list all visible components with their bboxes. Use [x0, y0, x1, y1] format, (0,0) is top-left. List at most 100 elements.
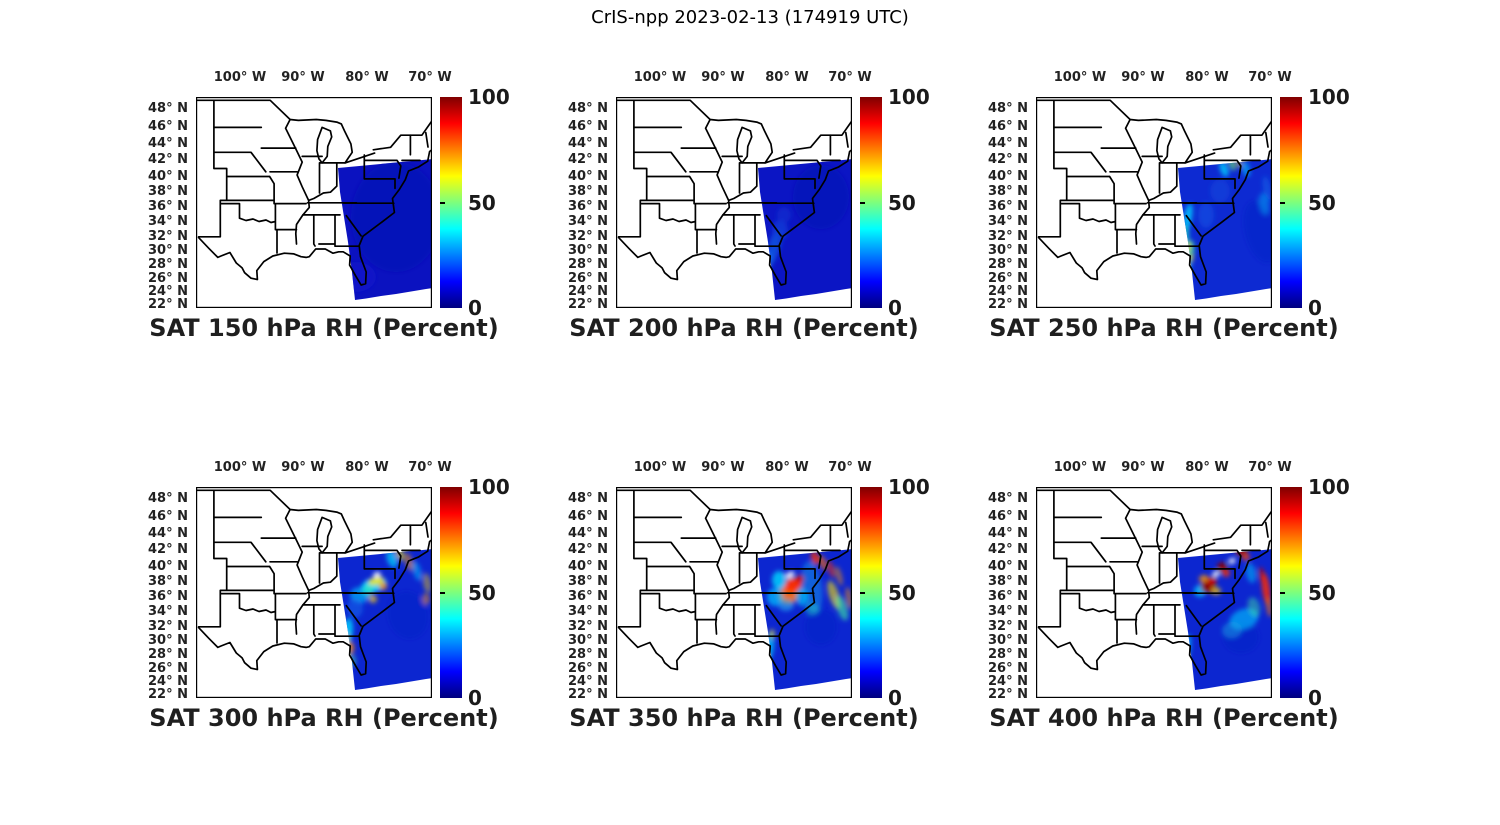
colorbar-tick-label: 0	[1308, 686, 1322, 710]
lat-tick-label: 36° N	[148, 199, 188, 215]
lat-tick-label: 26° N	[148, 270, 188, 286]
colorbar-tick-label: 50	[468, 580, 496, 605]
lat-tick-label: 44° N	[148, 135, 188, 151]
lon-tick-label: 70° W	[828, 70, 872, 85]
panel-caption: SAT 300 hPa RH (Percent)	[149, 704, 499, 732]
lat-tick-label: 26° N	[568, 660, 608, 676]
lat-tick-label: 44° N	[988, 135, 1028, 151]
map-plot	[1036, 487, 1272, 698]
colorbar-tick-label: 0	[1308, 296, 1322, 320]
lat-tick-label: 26° N	[988, 270, 1028, 286]
colorbar-tick	[440, 201, 445, 204]
colorbar-tick	[1280, 201, 1285, 204]
colorbar-tick-label: 50	[468, 190, 496, 215]
lat-tick-label: 30° N	[568, 633, 608, 649]
lat-tick-label: 26° N	[148, 660, 188, 676]
state-borders	[1036, 489, 1272, 676]
colorbar-tick-label: 50	[1308, 580, 1336, 605]
map-plot	[616, 487, 852, 698]
lon-tick-label: 90° W	[1121, 70, 1165, 85]
map-plot	[196, 97, 432, 308]
lat-tick-label: 28° N	[988, 257, 1028, 273]
lat-tick-label: 22° N	[148, 297, 188, 313]
lat-tick-label: 36° N	[988, 589, 1028, 605]
panel-caption: SAT 400 hPa RH (Percent)	[989, 704, 1339, 732]
lon-tick-label: 90° W	[281, 460, 325, 475]
lon-tick-label: 90° W	[701, 460, 745, 475]
lat-tick-label: 34° N	[568, 604, 608, 620]
figure-title: CrIS-npp 2023-02-13 (174919 UTC)	[591, 7, 909, 28]
lat-tick-label: 48° N	[568, 100, 608, 116]
lat-tick-label: 32° N	[568, 618, 608, 634]
lon-tick-label: 90° W	[701, 70, 745, 85]
lat-tick-label: 28° N	[148, 647, 188, 663]
colorbar-tick-label: 100	[468, 85, 510, 109]
lat-tick-label: 46° N	[568, 118, 608, 134]
lat-tick-label: 30° N	[568, 243, 608, 259]
colorbar-tick	[860, 201, 865, 204]
lat-tick-label: 38° N	[988, 574, 1028, 590]
lat-tick-label: 46° N	[568, 508, 608, 524]
lat-tick-label: 40° N	[988, 168, 1028, 184]
lat-tick-label: 40° N	[988, 558, 1028, 574]
lat-tick-label: 46° N	[988, 508, 1028, 524]
colorbar-tick-label: 100	[888, 475, 930, 499]
lat-tick-label: 42° N	[988, 152, 1028, 168]
map-plot	[1036, 97, 1272, 308]
lat-tick-label: 30° N	[988, 633, 1028, 649]
satellite-swath	[338, 549, 432, 690]
colorbar	[1280, 97, 1302, 308]
satellite-swath	[1178, 549, 1272, 690]
map-panel-300hpa: 100° W 90° W 80° W 70° W 48° N 46° N 44° N 42° …	[136, 452, 536, 752]
lon-tick-label: 90° W	[281, 70, 325, 85]
lat-tick-label: 40° N	[148, 168, 188, 184]
lat-tick-label: 30° N	[988, 243, 1028, 259]
map-frame	[196, 97, 432, 308]
colorbar-tick-label: 50	[888, 580, 916, 605]
panel-caption: SAT 200 hPa RH (Percent)	[569, 314, 919, 342]
lat-tick-label: 22° N	[568, 297, 608, 313]
lat-tick-label: 24° N	[988, 284, 1028, 300]
lon-tick-label: 80° W	[1185, 70, 1229, 85]
colorbar-tick	[860, 591, 865, 594]
colorbar-tick-label: 0	[888, 296, 902, 320]
lat-tick-label: 32° N	[568, 228, 608, 244]
lon-tick-label: 80° W	[765, 460, 809, 475]
lat-tick-label: 28° N	[148, 257, 188, 273]
lat-tick-label: 24° N	[148, 284, 188, 300]
lat-tick-label: 46° N	[148, 118, 188, 134]
colorbar-tick-label: 100	[1308, 475, 1350, 499]
map-panel-350hpa: 100° W 90° W 80° W 70° W 48° N 46° N 44° N 42° …	[556, 452, 956, 752]
lon-tick-label: 100° W	[633, 460, 687, 475]
lat-tick-label: 38° N	[568, 574, 608, 590]
lat-tick-label: 44° N	[148, 525, 188, 541]
map-frame	[1036, 487, 1272, 698]
lat-tick-label: 48° N	[148, 100, 188, 116]
colorbar	[1280, 487, 1302, 698]
lat-tick-label: 24° N	[568, 674, 608, 690]
state-borders	[1036, 99, 1272, 286]
lat-tick-label: 48° N	[148, 490, 188, 506]
map-panel-150hpa: 100° W 90° W 80° W 70° W 48° N 46° N 44° N 42° …	[136, 62, 536, 362]
map-frame	[616, 487, 852, 698]
lon-tick-label: 70° W	[408, 460, 452, 475]
lat-tick-label: 22° N	[148, 687, 188, 703]
lon-tick-label: 80° W	[1185, 460, 1229, 475]
lon-tick-label: 70° W	[408, 70, 452, 85]
map-plot	[616, 97, 852, 308]
colorbar-tick-label: 100	[1308, 85, 1350, 109]
lat-tick-label: 36° N	[988, 199, 1028, 215]
lat-tick-label: 40° N	[568, 168, 608, 184]
colorbar-tick-label: 100	[888, 85, 930, 109]
panel-caption: SAT 350 hPa RH (Percent)	[569, 704, 919, 732]
lat-tick-label: 32° N	[148, 228, 188, 244]
lat-tick-label: 36° N	[568, 199, 608, 215]
lat-tick-label: 42° N	[568, 542, 608, 558]
panel-caption: SAT 150 hPa RH (Percent)	[149, 314, 499, 342]
lat-tick-label: 30° N	[148, 633, 188, 649]
lat-tick-label: 30° N	[148, 243, 188, 259]
lon-tick-label: 80° W	[345, 460, 389, 475]
lat-tick-label: 38° N	[988, 184, 1028, 200]
colorbar-tick-label: 0	[468, 296, 482, 320]
